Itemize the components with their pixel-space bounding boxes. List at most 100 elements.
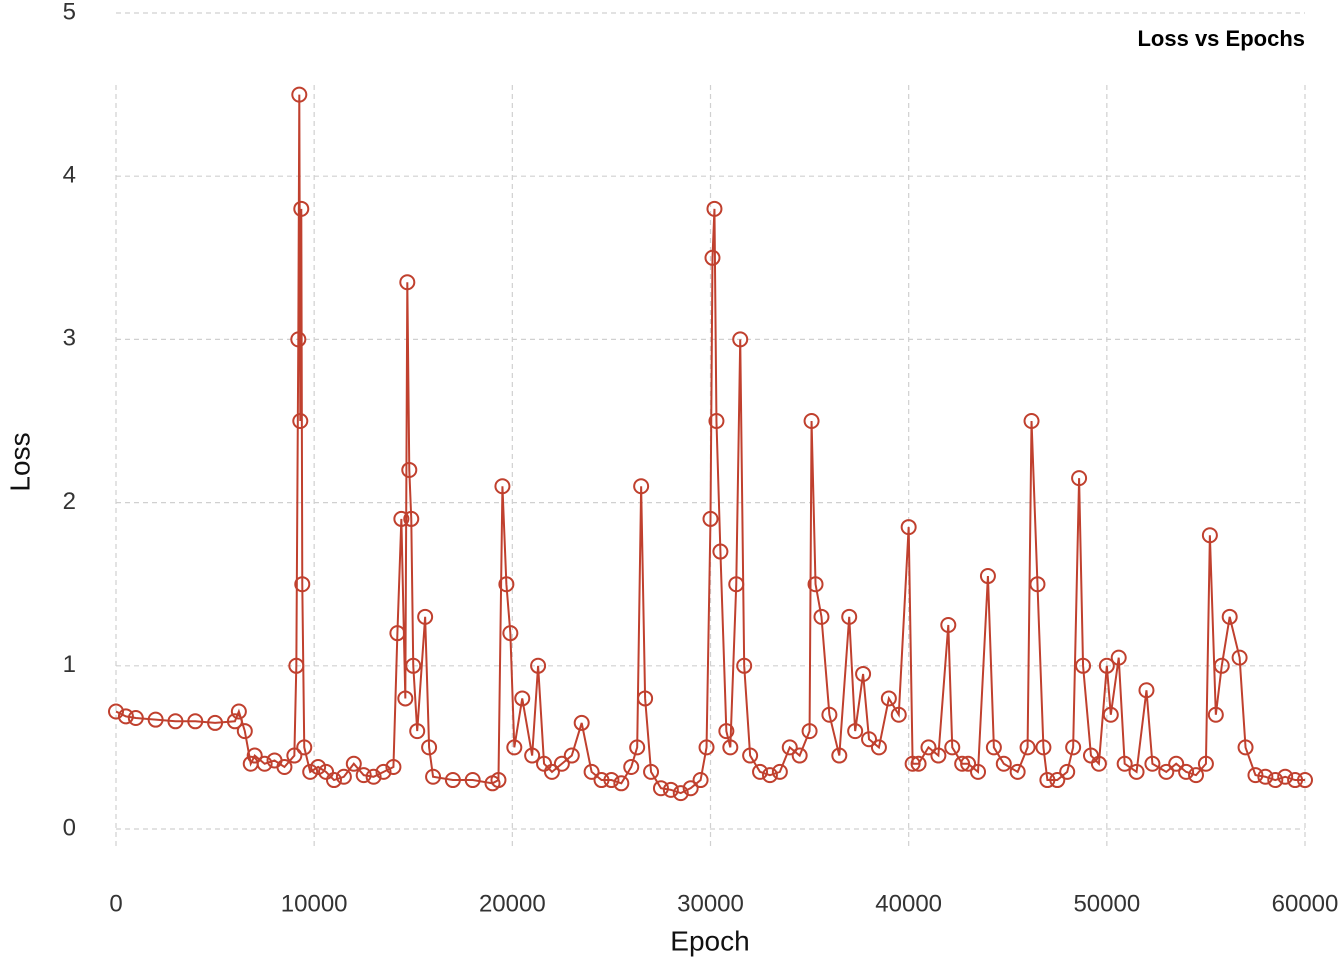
x-tick-label: 30000	[677, 890, 744, 917]
loss-marker	[603, 772, 620, 789]
loss-marker	[296, 739, 313, 756]
loss-marker	[1065, 739, 1082, 756]
loss-marker	[290, 331, 307, 348]
loss-marker	[629, 739, 646, 756]
loss-marker	[1213, 657, 1230, 674]
y-tick-label: 2	[63, 488, 76, 515]
loss-marker	[147, 711, 164, 728]
loss-marker	[293, 200, 310, 217]
loss-marker	[108, 703, 124, 720]
loss-marker	[712, 543, 729, 560]
loss-marker	[682, 780, 699, 797]
loss-marker	[970, 763, 987, 780]
loss-marker	[417, 608, 434, 625]
loss-marker	[718, 723, 735, 740]
loss-marker	[530, 657, 547, 674]
loss-marker	[761, 767, 778, 784]
loss-marker	[1049, 772, 1066, 789]
loss-marker	[276, 758, 293, 775]
loss-marker	[704, 249, 721, 266]
loss-marker	[506, 739, 523, 756]
loss-marker	[1297, 772, 1313, 789]
loss-marker	[325, 772, 342, 789]
loss-marker	[294, 576, 311, 593]
loss-marker	[1098, 657, 1115, 674]
y-tick-label: 3	[63, 325, 76, 352]
loss-marker	[742, 747, 759, 764]
loss-marker	[904, 755, 921, 772]
loss-marker	[752, 763, 769, 780]
loss-marker	[1029, 576, 1046, 593]
loss-marker	[702, 510, 719, 527]
loss-marker	[1144, 755, 1161, 772]
loss-marker	[127, 710, 144, 727]
loss-marker	[1257, 768, 1274, 785]
x-tick-label: 20000	[479, 890, 546, 917]
loss-marker	[1039, 772, 1056, 789]
loss-marker	[425, 768, 442, 785]
loss-marker	[1035, 739, 1052, 756]
loss-marker	[692, 772, 709, 789]
loss-marker	[910, 755, 927, 772]
loss-marker	[643, 763, 660, 780]
loss-marker	[1197, 755, 1214, 772]
loss-marker	[698, 739, 715, 756]
loss-marker	[831, 747, 848, 764]
loss-marker	[1201, 527, 1218, 544]
loss-marker	[1075, 657, 1092, 674]
x-tick-label: 50000	[1073, 890, 1140, 917]
loss-marker	[310, 758, 327, 775]
loss-marker	[623, 758, 640, 775]
loss-marker	[514, 690, 531, 707]
loss-marker	[900, 519, 917, 536]
loss-marker	[230, 703, 247, 720]
loss-marker	[207, 714, 224, 731]
loss-marker	[1082, 747, 1099, 764]
loss-marker	[1102, 706, 1119, 723]
loss-marker	[732, 331, 749, 348]
y-tick-label: 5	[63, 0, 76, 25]
loss-marker	[1231, 649, 1248, 666]
loss-marker	[593, 772, 610, 789]
loss-marker	[524, 747, 541, 764]
loss-marker	[335, 768, 352, 785]
loss-marker	[847, 723, 864, 740]
loss-marker	[995, 755, 1012, 772]
loss-marker	[1287, 772, 1304, 789]
loss-marker	[870, 739, 887, 756]
loss-marker	[464, 772, 481, 789]
loss-marker	[781, 739, 798, 756]
loss-marker	[393, 510, 410, 527]
loss-marker	[1023, 413, 1040, 429]
loss-marker	[613, 775, 630, 792]
loss-marker	[1178, 763, 1195, 780]
loss-marker	[940, 617, 957, 633]
loss-marker	[409, 723, 426, 740]
loss-marker	[256, 755, 273, 772]
loss-marker	[861, 731, 878, 748]
y-tick-label: 0	[63, 814, 76, 841]
loss-marker	[841, 608, 858, 625]
loss-marker	[1221, 608, 1238, 625]
chart-title: Loss vs Epochs	[1137, 26, 1305, 51]
loss-marker	[563, 747, 580, 764]
loss-marker	[502, 625, 519, 642]
loss-marker	[736, 657, 753, 674]
loss-marker	[1019, 739, 1036, 756]
loss-marker	[397, 690, 414, 707]
loss-marker	[801, 723, 818, 740]
loss-marker	[302, 763, 319, 780]
loss-marker	[728, 576, 745, 593]
loss-marker	[633, 478, 650, 495]
loss-marker	[291, 86, 308, 103]
loss-marker	[236, 723, 253, 740]
loss-marker	[288, 657, 305, 674]
loss-marker	[1116, 755, 1133, 772]
loss-marker	[403, 510, 420, 527]
loss-marker	[292, 413, 309, 429]
loss-marker	[1158, 763, 1175, 780]
x-tick-label: 40000	[875, 890, 942, 917]
x-tick-label: 0	[109, 890, 122, 917]
loss-marker	[652, 780, 669, 797]
